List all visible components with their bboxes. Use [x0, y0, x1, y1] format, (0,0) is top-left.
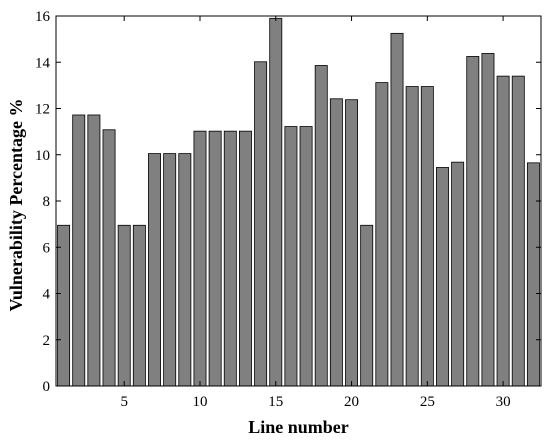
y-tick-label: 8	[43, 194, 51, 210]
bar-line-9	[178, 153, 192, 387]
bar-line-31	[511, 75, 525, 387]
bar-line-30	[496, 75, 510, 387]
y-tick-label: 0	[43, 379, 51, 395]
y-tick-label: 2	[43, 333, 51, 349]
y-tick-label: 10	[35, 148, 50, 164]
x-tick-label: 5	[120, 394, 128, 410]
y-tick-label: 12	[35, 102, 50, 118]
bar-line-19	[329, 98, 343, 387]
bar-line-11	[208, 130, 222, 387]
bar-line-13	[238, 130, 252, 387]
bar-line-10	[193, 130, 207, 387]
bar-line-25	[420, 86, 434, 387]
bars-group	[57, 17, 540, 387]
bar-line-15	[269, 17, 283, 387]
y-tick-label: 4	[43, 287, 51, 303]
y-tick-label: 16	[35, 9, 51, 25]
bar-line-23	[390, 32, 404, 387]
bar-line-27	[451, 161, 465, 387]
bar-line-17	[299, 126, 313, 387]
tick-labels-group: 0 2 4 6 8 10 12 14 16 5 10 15 20 25 30	[35, 9, 511, 410]
x-axis-label: Line number	[248, 417, 349, 437]
bar-line-7	[148, 153, 161, 387]
x-tick-label: 15	[268, 394, 283, 410]
bar-line-24	[405, 86, 419, 387]
bar-line-21	[360, 224, 374, 387]
bar-line-3	[87, 114, 101, 387]
x-tick-label: 10	[192, 394, 207, 410]
bar-line-29	[481, 53, 495, 387]
bar-line-28	[466, 56, 480, 387]
y-axis-label: Vulnerability Percentage %	[6, 99, 26, 312]
bar-line-20	[345, 99, 359, 387]
y-tick-label: 6	[43, 240, 51, 256]
bar-line-32	[526, 162, 540, 387]
bar-line-26	[436, 167, 449, 387]
bar-line-12	[223, 130, 237, 387]
bar-line-14	[254, 61, 268, 387]
x-tick-label: 25	[420, 394, 435, 410]
bar-line-5	[117, 224, 131, 387]
bar-line-2	[72, 114, 86, 387]
bar-line-4	[102, 129, 116, 387]
y-tick-label: 14	[35, 55, 51, 71]
bar-line-18	[314, 65, 328, 387]
bar-line-1	[57, 224, 71, 387]
bar-line-6	[132, 224, 146, 387]
x-tick-label: 30	[496, 394, 511, 410]
bar-line-8	[163, 153, 177, 387]
bar-line-16	[284, 126, 298, 387]
plot-area-frame	[55, 15, 542, 387]
bar-line-22	[375, 82, 389, 387]
x-tick-label: 20	[344, 394, 359, 410]
